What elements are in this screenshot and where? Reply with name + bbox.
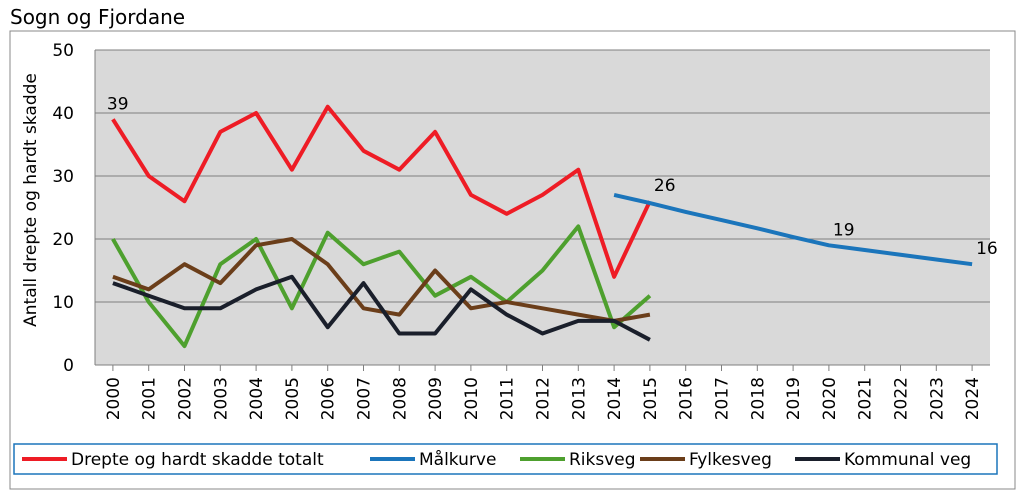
series-line (112, 274, 651, 342)
x-tick-label: 2004 (247, 377, 267, 420)
series-line (111, 224, 652, 349)
x-tick-label: 2023 (927, 377, 947, 420)
x-tick-label: 2019 (784, 377, 804, 420)
data-label: 19 (833, 220, 855, 240)
y-tick-label: 10 (52, 293, 74, 313)
legend-label: Målkurve (419, 449, 496, 470)
x-tick-label: 2003 (211, 377, 231, 420)
y-tick-label: 0 (63, 356, 74, 376)
y-axis-label: Antall drepte og hardt skadde (21, 73, 41, 327)
data-label: 16 (976, 239, 998, 259)
legend-label: Fylkesveg (689, 450, 772, 470)
data-label: 39 (107, 94, 129, 114)
y-tick-label: 30 (52, 167, 74, 187)
x-tick-label: 2005 (283, 377, 303, 420)
y-tick-label: 50 (52, 41, 74, 61)
chart-title: Sogn og Fjordane (10, 5, 185, 29)
chart-border (9, 30, 1016, 490)
x-tick-label: 2012 (534, 377, 554, 420)
x-tick-label: 2011 (498, 377, 518, 420)
plot-area (95, 50, 990, 365)
x-tick-label: 2010 (462, 377, 482, 420)
legend-label: Drepte og hardt skadde totalt (71, 450, 324, 470)
x-tick-label: 2014 (605, 377, 625, 420)
series-line (613, 192, 973, 267)
legend-label: Kommunal veg (844, 450, 971, 470)
series-line (111, 104, 652, 279)
x-tick-label: 2008 (390, 377, 410, 420)
x-tick-label: 2018 (748, 377, 768, 420)
x-tick-label: 2022 (892, 377, 912, 420)
x-tick-label: 2006 (319, 377, 339, 420)
x-tick-label: 2002 (176, 377, 196, 420)
x-tick-label: 2001 (140, 377, 160, 420)
y-tick-label: 40 (52, 104, 74, 124)
x-tick-label: 2016 (677, 377, 697, 420)
x-tick-label: 2015 (641, 377, 661, 420)
y-tick-label: 20 (52, 230, 74, 250)
data-label: 26 (654, 176, 676, 196)
x-tick-label: 2024 (963, 377, 983, 420)
x-tick-label: 2000 (104, 377, 124, 420)
x-tick-label: 2009 (426, 377, 446, 420)
legend-label: Riksveg (569, 450, 636, 470)
x-tick-label: 2007 (355, 377, 375, 420)
x-tick-label: 2021 (856, 377, 876, 420)
x-tick-label: 2017 (713, 377, 733, 420)
x-tick-label: 2020 (820, 377, 840, 420)
x-tick-label: 2013 (569, 377, 589, 420)
